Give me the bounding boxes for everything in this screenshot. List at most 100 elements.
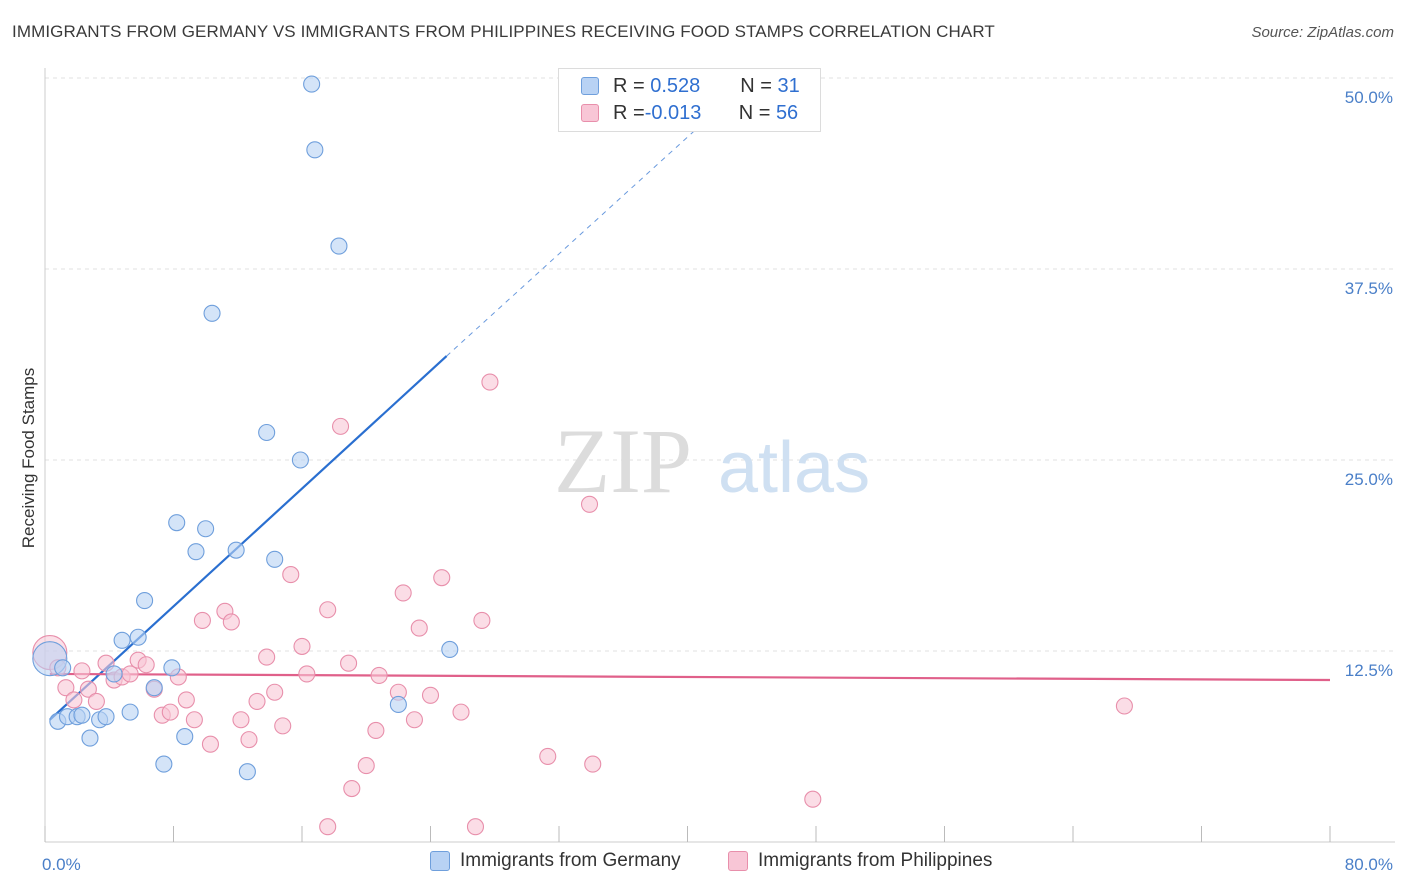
watermark: ZIP atlas — [554, 410, 870, 512]
philippines-point — [367, 721, 385, 740]
source-label: Source: ZipAtlas.com — [1251, 24, 1394, 41]
philippines-trend-line — [49, 672, 1331, 682]
philippines-point — [73, 662, 91, 680]
germany-point — [238, 763, 256, 781]
philippines-point — [258, 648, 276, 666]
legend-label-philippines: Immigrants from Philippines — [758, 850, 993, 871]
y-tick-label: 37.5% — [1345, 279, 1393, 298]
watermark-atlas: atlas — [718, 428, 870, 508]
germany-point — [291, 451, 309, 469]
n-value-germany: 31 — [777, 74, 800, 97]
philippines-point — [394, 584, 412, 602]
germany-point — [73, 706, 91, 724]
points-layer — [32, 75, 1133, 836]
philippines-point — [370, 666, 388, 684]
legend-label-germany: Immigrants from Germany — [460, 850, 681, 871]
philippines-point — [466, 818, 485, 836]
germany-trend-extension — [446, 92, 737, 357]
germany-point — [203, 304, 221, 322]
philippines-point — [282, 566, 300, 584]
germany-point — [330, 237, 348, 255]
philippines-point — [137, 656, 155, 674]
philippines-point — [405, 711, 423, 729]
germany-point — [389, 695, 407, 714]
n-label: N = — [740, 74, 772, 97]
germany-trend-line — [49, 355, 448, 721]
philippines-point — [433, 569, 451, 587]
philippines-swatch — [581, 104, 599, 122]
germany-point — [113, 631, 131, 649]
philippines-point — [331, 417, 350, 435]
germany-point — [197, 520, 215, 538]
philippines-point — [65, 691, 83, 709]
germany-point — [176, 728, 194, 746]
y-tick-label: 12.5% — [1345, 661, 1393, 680]
germany-point — [163, 659, 181, 677]
y-axis-label: Receiving Food Stamps — [19, 368, 38, 548]
philippines-point — [185, 711, 203, 729]
germany-point — [168, 514, 186, 532]
philippines-point — [539, 747, 557, 765]
axis-layer: 12.5% 25.0% 37.5% 50.0% 0.0% 80.0% — [42, 68, 1395, 874]
germany-point — [136, 592, 154, 610]
philippines-point — [319, 601, 337, 619]
germany-point — [105, 665, 123, 683]
philippines-point — [232, 711, 250, 729]
philippines-point — [319, 818, 337, 836]
philippines-point — [201, 735, 219, 753]
philippines-point — [343, 779, 361, 798]
r-value-germany: 0.528 — [650, 74, 701, 97]
philippines-point — [57, 679, 75, 697]
watermark-zip: ZIP — [554, 410, 692, 512]
y-tick-label: 25.0% — [1345, 470, 1393, 489]
x-tick-label: 80.0% — [1345, 855, 1393, 874]
philippines-point — [79, 680, 97, 698]
philippines-point — [266, 683, 284, 701]
philippines-swatch — [728, 851, 748, 871]
philippines-point — [473, 611, 491, 629]
philippines-point — [481, 373, 499, 391]
philippines-point — [580, 495, 599, 513]
germany-point — [266, 550, 284, 568]
x-tick-label: 0.0% — [42, 855, 81, 874]
correlation-legend: R = 0.528 N = 31 R = -0.013 N = 56 — [558, 68, 821, 132]
germany-point — [54, 659, 72, 677]
germany-point — [81, 729, 99, 747]
philippines-point — [293, 637, 311, 655]
r-label: R = — [613, 101, 645, 124]
r-label: R = — [613, 74, 645, 97]
legend-item-germany: Immigrants from Germany — [430, 850, 681, 872]
philippines-point — [248, 692, 266, 710]
philippines-point — [410, 619, 428, 637]
philippines-point — [584, 755, 602, 773]
philippines-point — [177, 691, 195, 709]
philippines-point — [1115, 697, 1133, 715]
legend-item-philippines: Immigrants from Philippines — [728, 850, 992, 872]
germany-point — [187, 543, 205, 561]
series-legend: Immigrants from Germany Immigrants from … — [0, 850, 1406, 880]
philippines-point — [222, 613, 240, 631]
y-tick-label: 50.0% — [1345, 88, 1393, 107]
trend-layer — [49, 92, 1331, 721]
grid-layer — [45, 77, 1395, 652]
philippines-point — [357, 757, 375, 775]
philippines-point — [240, 731, 258, 749]
r-value-philippines: -0.013 — [644, 101, 702, 124]
chart-title: IMMIGRANTS FROM GERMANY VS IMMIGRANTS FR… — [12, 22, 995, 41]
germany-point — [97, 708, 115, 726]
germany-swatch — [430, 851, 450, 871]
germany-point — [129, 628, 147, 646]
philippines-point — [340, 654, 358, 672]
philippines-point — [804, 790, 822, 808]
germany-swatch — [581, 77, 599, 95]
germany-point — [155, 755, 173, 773]
germany-point — [303, 75, 321, 93]
philippines-point — [421, 686, 440, 704]
germany-point — [227, 541, 245, 559]
germany-point — [258, 423, 276, 442]
philippines-point — [298, 665, 316, 683]
germany-point — [145, 679, 163, 697]
germany-point — [121, 703, 139, 721]
philippines-point — [452, 703, 470, 721]
